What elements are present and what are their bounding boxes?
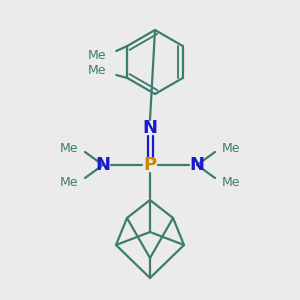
Text: Me: Me <box>88 64 106 77</box>
Text: Me: Me <box>59 142 78 154</box>
Text: Me: Me <box>88 49 106 62</box>
Text: N: N <box>190 156 205 174</box>
Text: Me: Me <box>222 176 241 188</box>
Text: Me: Me <box>222 142 241 154</box>
Text: Me: Me <box>59 176 78 188</box>
Text: P: P <box>143 156 157 174</box>
Text: N: N <box>95 156 110 174</box>
Text: N: N <box>142 119 158 137</box>
